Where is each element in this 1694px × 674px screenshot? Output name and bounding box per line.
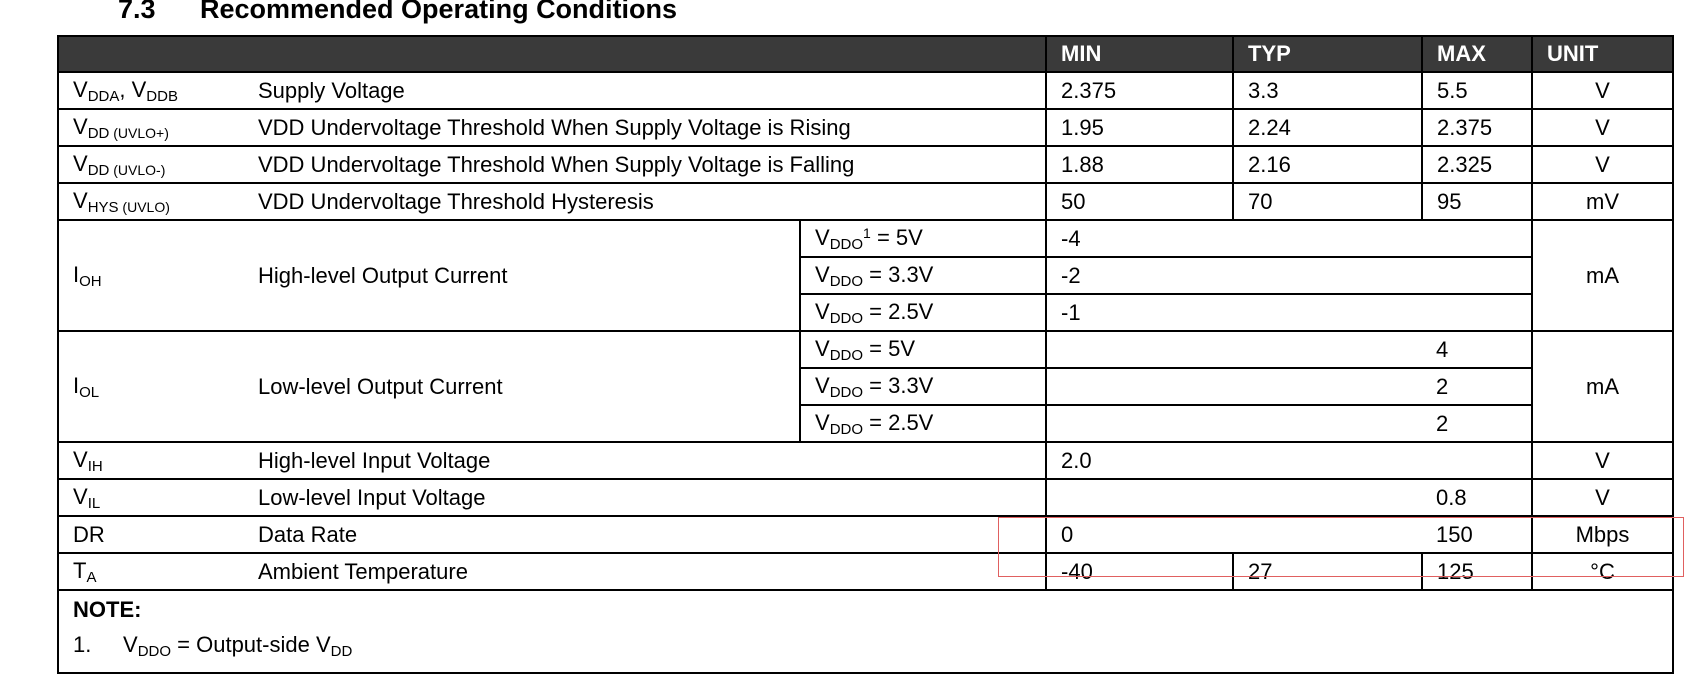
table-row-uvlo-rising: VDD (UVLO+) VDD Undervoltage Threshold W… xyxy=(57,108,1675,147)
typ-cell: 70 xyxy=(1232,182,1424,221)
parameter-cell: Low-level Output Current xyxy=(244,330,800,443)
symbol-cell: VDD (UVLO-) xyxy=(57,145,244,184)
table-row-iol: IOL Low-level Output Current VDDO = 5V 4… xyxy=(57,330,1675,443)
table-row-iol-sub: VDDO = 3.3V 2 xyxy=(58,367,1673,406)
symbol-cell: DR xyxy=(57,515,244,554)
symbol-cell: VIL xyxy=(57,478,244,517)
unit-cell: V xyxy=(1531,108,1675,147)
max-cell: 2.325 xyxy=(1421,145,1534,184)
empty-cell xyxy=(1045,478,1423,517)
parameter-cell: Supply Voltage xyxy=(244,71,1048,110)
table-row-ioh-sub: VDDO = 2.5V -1 xyxy=(58,293,1673,332)
min-cell: -2 xyxy=(1045,256,1534,295)
min-cell: -40 xyxy=(1045,552,1235,591)
section-title: Recommended Operating Conditions xyxy=(200,0,678,24)
empty-cell xyxy=(1045,404,1423,443)
min-cell: -4 xyxy=(1045,219,1534,258)
max-cell: 2.375 xyxy=(1421,108,1534,147)
parameter-cell: High-level Input Voltage xyxy=(244,441,1048,480)
parameter-cell: Low-level Input Voltage xyxy=(244,478,1048,517)
max-cell: 2 xyxy=(1422,367,1534,406)
table-row-iol-sub: VDDO = 2.5V 2 xyxy=(58,404,1673,443)
unit-cell: mV xyxy=(1531,182,1675,221)
max-cell: 125 xyxy=(1421,552,1534,591)
max-cell: 5.5 xyxy=(1421,71,1534,110)
unit-cell: V xyxy=(1531,71,1675,110)
note-title: NOTE: xyxy=(73,597,142,622)
symbol-cell: VDDA, VDDB xyxy=(57,71,244,110)
header-blank xyxy=(56,35,1048,73)
unit-cell: V xyxy=(1531,145,1675,184)
table-row-hysteresis: VHYS (UVLO) VDD Undervoltage Threshold H… xyxy=(57,182,1675,221)
condition-cell: VDDO1 = 5V xyxy=(798,219,1048,258)
max-cell: 95 xyxy=(1421,182,1534,221)
typ-cell: 3.3 xyxy=(1232,71,1424,110)
table-row-ambient-temp: TA Ambient Temperature -40 27 125 °C xyxy=(57,552,1675,591)
max-cell: 4 xyxy=(1422,330,1534,369)
parameter-cell: High-level Output Current xyxy=(244,219,800,332)
table-row-ioh-sub: VDDO = 3.3V -2 xyxy=(58,256,1673,295)
parameter-cell: VDD Undervoltage Threshold When Supply V… xyxy=(244,108,1048,147)
max-cell: 150 xyxy=(1422,515,1534,554)
table-row-data-rate: DR Data Rate 0 150 Mbps xyxy=(57,515,1675,554)
section-number: 7.3 xyxy=(118,0,156,24)
unit-cell: mA xyxy=(1531,219,1675,332)
condition-cell: VDDO = 2.5V xyxy=(798,404,1048,443)
table-header-row: MIN TYP MAX UNIT xyxy=(56,35,1675,73)
max-cell: 0.8 xyxy=(1422,478,1534,517)
unit-cell: V xyxy=(1531,441,1675,480)
symbol-cell: IOL xyxy=(57,330,244,443)
section-heading: 7.3 Recommended Operating Conditions xyxy=(118,0,677,25)
min-cell: -1 xyxy=(1045,293,1534,332)
min-cell: 0 xyxy=(1045,515,1423,554)
unit-cell: °C xyxy=(1531,552,1675,591)
table-row-ioh: IOH High-level Output Current VDDO1 = 5V… xyxy=(57,219,1675,332)
empty-cell xyxy=(1045,367,1423,406)
condition-cell: VDDO = 5V xyxy=(798,330,1048,369)
unit-cell: Mbps xyxy=(1531,515,1675,554)
min-cell: 1.88 xyxy=(1045,145,1235,184)
typ-cell: 2.24 xyxy=(1232,108,1424,147)
parameter-cell: VDD Undervoltage Threshold Hysteresis xyxy=(244,182,1048,221)
condition-cell: VDDO = 3.3V xyxy=(798,367,1048,406)
min-cell: 50 xyxy=(1045,182,1235,221)
parameter-cell: VDD Undervoltage Threshold When Supply V… xyxy=(244,145,1048,184)
symbol-cell: VDD (UVLO+) xyxy=(57,108,244,147)
parameter-cell: Data Rate xyxy=(244,515,1048,554)
header-min: MIN xyxy=(1045,35,1235,73)
operating-conditions-table: MIN TYP MAX UNIT VDDA, VDDB Supply Volta… xyxy=(56,35,1675,674)
table-row-uvlo-falling: VDD (UVLO-) VDD Undervoltage Threshold W… xyxy=(57,145,1675,184)
max-cell: 2 xyxy=(1422,404,1534,443)
header-typ: TYP xyxy=(1232,35,1424,73)
condition-cell: VDDO = 2.5V xyxy=(798,293,1048,332)
symbol-cell: IOH xyxy=(57,219,244,332)
unit-cell: mA xyxy=(1531,330,1675,443)
typ-cell: 2.16 xyxy=(1232,145,1424,184)
table-row-vil: VIL Low-level Input Voltage 0.8 V xyxy=(57,478,1675,517)
min-cell: 2.375 xyxy=(1045,71,1235,110)
min-cell: 1.95 xyxy=(1045,108,1235,147)
table-row-vih: VIH High-level Input Voltage 2.0 V xyxy=(57,441,1675,480)
header-unit: UNIT xyxy=(1531,35,1675,73)
symbol-cell: VIH xyxy=(57,441,244,480)
table-row-supply-voltage: VDDA, VDDB Supply Voltage 2.375 3.3 5.5 … xyxy=(57,71,1675,110)
symbol-cell: TA xyxy=(57,552,244,591)
unit-cell: V xyxy=(1531,478,1675,517)
table-row-note: NOTE: 1. VDDO = Output-side VDD xyxy=(56,589,1675,674)
empty-cell xyxy=(1045,330,1423,369)
symbol-cell: VHYS (UVLO) xyxy=(57,182,244,221)
note-cell: NOTE: 1. VDDO = Output-side VDD xyxy=(56,589,1675,674)
note-line: 1. VDDO = Output-side VDD xyxy=(73,632,353,660)
parameter-cell: Ambient Temperature xyxy=(244,552,1048,591)
min-cell: 2.0 xyxy=(1045,441,1534,480)
condition-cell: VDDO = 3.3V xyxy=(798,256,1048,295)
header-max: MAX xyxy=(1421,35,1534,73)
typ-cell: 27 xyxy=(1232,552,1424,591)
